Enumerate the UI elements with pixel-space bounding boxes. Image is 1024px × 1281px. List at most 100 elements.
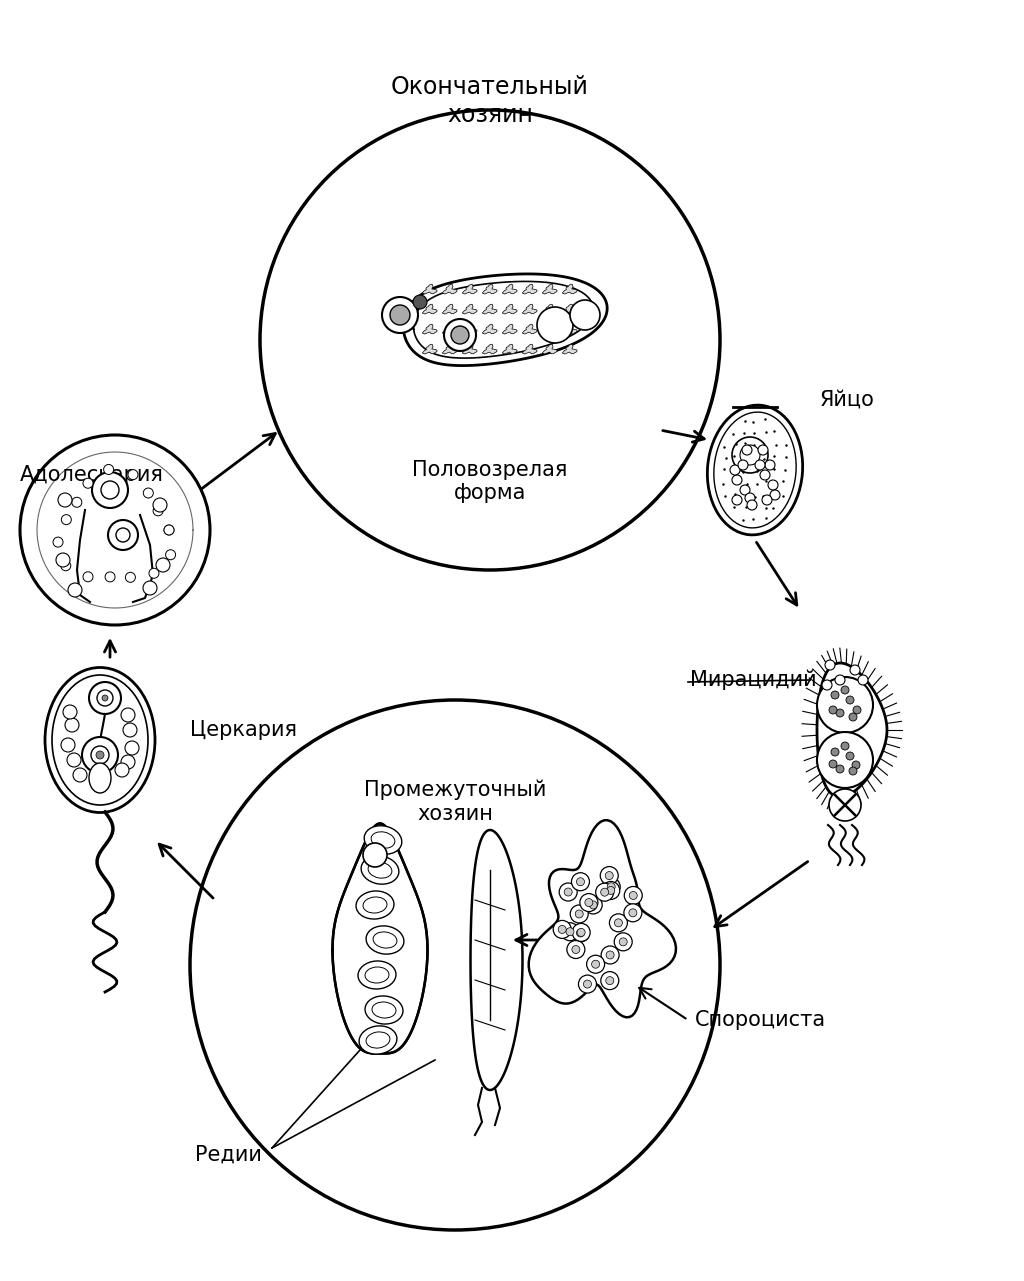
Circle shape bbox=[732, 494, 742, 505]
Circle shape bbox=[143, 582, 157, 594]
Text: Половозрелая
форма: Половозрелая форма bbox=[413, 460, 567, 503]
Circle shape bbox=[153, 498, 167, 512]
Circle shape bbox=[61, 738, 75, 752]
Circle shape bbox=[143, 488, 154, 498]
Circle shape bbox=[390, 305, 410, 325]
Circle shape bbox=[624, 904, 642, 922]
Circle shape bbox=[56, 553, 70, 567]
Polygon shape bbox=[422, 284, 437, 295]
Circle shape bbox=[101, 480, 119, 500]
Circle shape bbox=[83, 571, 93, 582]
Circle shape bbox=[858, 675, 868, 685]
Circle shape bbox=[836, 708, 844, 717]
Circle shape bbox=[148, 569, 159, 578]
Text: Редии: Редии bbox=[195, 1145, 262, 1164]
Circle shape bbox=[746, 500, 757, 510]
Circle shape bbox=[96, 751, 104, 760]
Circle shape bbox=[849, 767, 857, 775]
Circle shape bbox=[768, 480, 778, 491]
Ellipse shape bbox=[366, 1032, 390, 1048]
Circle shape bbox=[584, 980, 592, 988]
Circle shape bbox=[83, 478, 93, 488]
Ellipse shape bbox=[708, 405, 803, 535]
Circle shape bbox=[105, 571, 115, 582]
Polygon shape bbox=[502, 324, 517, 334]
Circle shape bbox=[103, 465, 114, 474]
Polygon shape bbox=[442, 284, 457, 295]
Circle shape bbox=[578, 929, 585, 936]
Circle shape bbox=[738, 460, 748, 470]
Circle shape bbox=[835, 675, 845, 685]
Circle shape bbox=[742, 445, 752, 455]
Ellipse shape bbox=[52, 675, 148, 804]
Polygon shape bbox=[482, 284, 497, 295]
Polygon shape bbox=[482, 324, 497, 334]
Polygon shape bbox=[502, 345, 517, 354]
Text: Спороциста: Спороциста bbox=[695, 1009, 826, 1030]
Circle shape bbox=[765, 460, 775, 470]
Circle shape bbox=[164, 525, 174, 535]
Circle shape bbox=[67, 753, 81, 767]
Circle shape bbox=[841, 742, 849, 749]
Circle shape bbox=[558, 925, 566, 934]
Circle shape bbox=[566, 927, 574, 935]
Ellipse shape bbox=[358, 961, 396, 989]
Polygon shape bbox=[528, 820, 676, 1017]
Circle shape bbox=[760, 470, 770, 480]
Circle shape bbox=[600, 866, 618, 885]
Circle shape bbox=[156, 559, 170, 573]
Polygon shape bbox=[502, 304, 517, 314]
Circle shape bbox=[82, 737, 118, 772]
Polygon shape bbox=[462, 345, 477, 354]
Polygon shape bbox=[543, 284, 557, 295]
Polygon shape bbox=[522, 345, 537, 354]
Polygon shape bbox=[543, 304, 557, 314]
Circle shape bbox=[362, 843, 387, 867]
Circle shape bbox=[831, 690, 839, 699]
Circle shape bbox=[115, 763, 129, 778]
Circle shape bbox=[382, 297, 418, 333]
Circle shape bbox=[561, 922, 579, 940]
Polygon shape bbox=[462, 304, 477, 314]
Circle shape bbox=[116, 528, 130, 542]
Circle shape bbox=[606, 951, 614, 959]
Circle shape bbox=[770, 491, 780, 500]
Ellipse shape bbox=[361, 856, 399, 884]
Circle shape bbox=[740, 485, 750, 494]
Circle shape bbox=[63, 705, 77, 719]
Circle shape bbox=[831, 748, 839, 756]
Polygon shape bbox=[333, 824, 427, 1053]
Circle shape bbox=[592, 961, 600, 968]
Circle shape bbox=[817, 676, 873, 733]
Circle shape bbox=[606, 976, 613, 985]
Ellipse shape bbox=[368, 862, 392, 879]
Polygon shape bbox=[562, 304, 577, 314]
Text: Яйцо: Яйцо bbox=[820, 389, 874, 410]
Polygon shape bbox=[502, 284, 517, 295]
Circle shape bbox=[629, 908, 637, 917]
Circle shape bbox=[585, 895, 602, 913]
Circle shape bbox=[825, 660, 835, 670]
Circle shape bbox=[68, 583, 82, 597]
Circle shape bbox=[836, 765, 844, 772]
Ellipse shape bbox=[89, 763, 111, 793]
Circle shape bbox=[829, 789, 861, 821]
Polygon shape bbox=[562, 345, 577, 354]
Polygon shape bbox=[543, 324, 557, 334]
Circle shape bbox=[620, 938, 627, 945]
Circle shape bbox=[853, 706, 861, 714]
Circle shape bbox=[602, 881, 620, 899]
Text: Церкария: Церкария bbox=[190, 720, 297, 740]
Circle shape bbox=[58, 493, 72, 507]
Circle shape bbox=[740, 445, 760, 465]
Circle shape bbox=[829, 760, 837, 769]
Circle shape bbox=[849, 714, 857, 721]
Circle shape bbox=[596, 883, 613, 901]
Circle shape bbox=[614, 933, 632, 951]
Ellipse shape bbox=[356, 892, 394, 918]
Circle shape bbox=[587, 956, 604, 974]
Polygon shape bbox=[422, 304, 437, 314]
Polygon shape bbox=[422, 324, 437, 334]
Polygon shape bbox=[522, 284, 537, 295]
Polygon shape bbox=[442, 304, 457, 314]
